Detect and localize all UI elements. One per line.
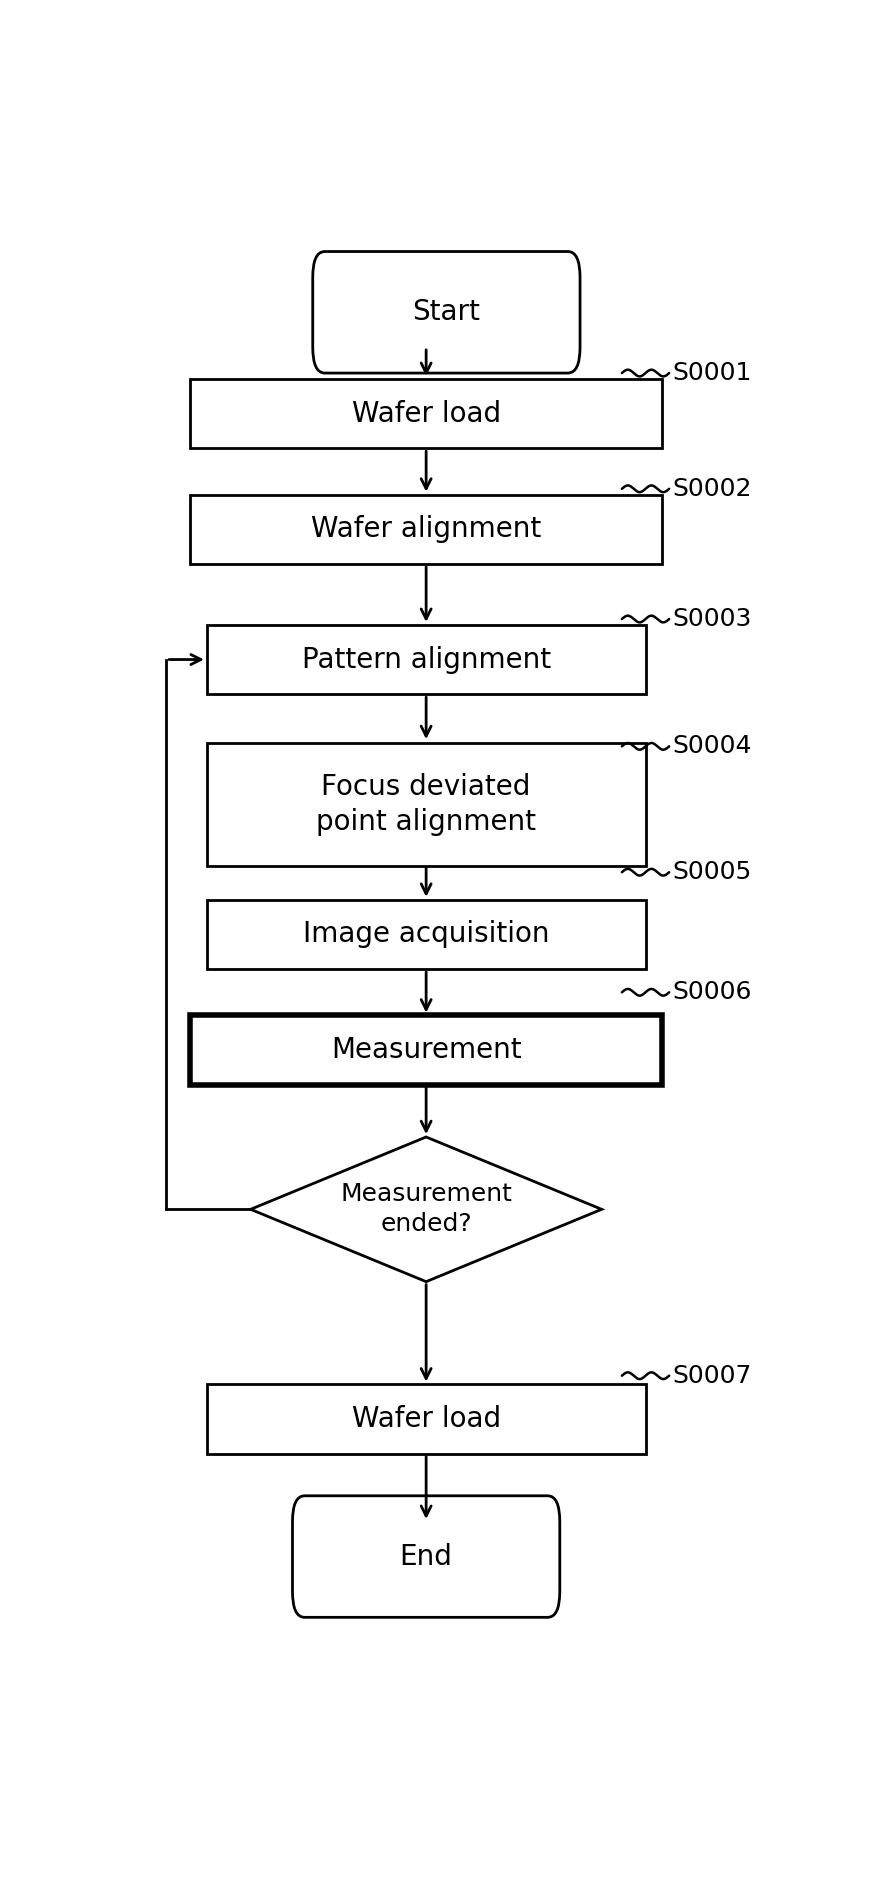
Text: Wafer alignment: Wafer alignment <box>311 515 541 543</box>
Text: Measurement: Measurement <box>331 1035 522 1064</box>
FancyBboxPatch shape <box>313 252 580 374</box>
Text: End: End <box>400 1543 453 1571</box>
Bar <box>190 1015 662 1084</box>
Text: S0002: S0002 <box>672 477 752 502</box>
Bar <box>206 742 645 866</box>
Bar <box>190 380 662 449</box>
Bar <box>206 900 645 970</box>
Text: Image acquisition: Image acquisition <box>303 921 550 949</box>
Text: S0006: S0006 <box>672 981 752 1003</box>
Bar <box>206 1385 645 1454</box>
Polygon shape <box>251 1137 602 1281</box>
Text: S0005: S0005 <box>672 861 752 885</box>
Text: S0007: S0007 <box>672 1364 752 1389</box>
Text: Pattern alignment: Pattern alignment <box>301 646 550 673</box>
Text: Wafer load: Wafer load <box>352 400 501 428</box>
Text: Wafer load: Wafer load <box>352 1405 501 1434</box>
Text: S0004: S0004 <box>672 735 752 759</box>
Text: Measurement
ended?: Measurement ended? <box>341 1182 512 1236</box>
Text: S0003: S0003 <box>672 607 752 631</box>
Text: Focus deviated
point alignment: Focus deviated point alignment <box>316 772 537 836</box>
Bar <box>190 494 662 564</box>
FancyBboxPatch shape <box>293 1496 560 1618</box>
Text: Start: Start <box>413 299 480 327</box>
Text: S0001: S0001 <box>672 361 752 385</box>
Bar <box>206 626 645 693</box>
